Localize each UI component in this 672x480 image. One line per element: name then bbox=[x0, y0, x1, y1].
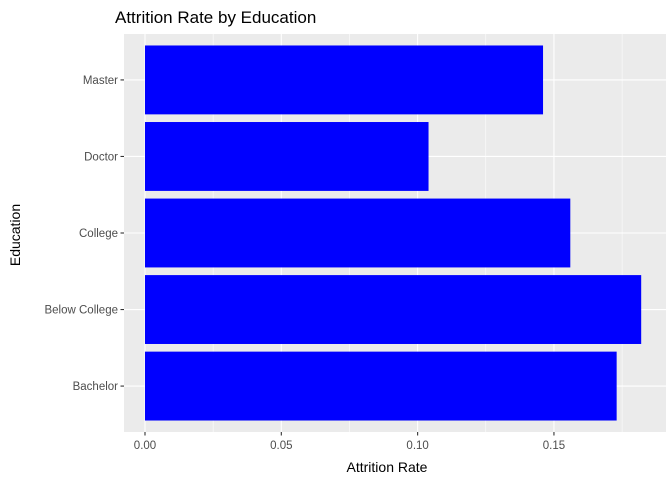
bar-below-college bbox=[144, 275, 642, 344]
x-axis-title: Attrition Rate bbox=[347, 459, 428, 475]
bar-college bbox=[144, 198, 571, 268]
x-tick-label: 0.15 bbox=[543, 440, 565, 452]
x-tick-label: 0.00 bbox=[134, 440, 156, 452]
y-tick-label: Below College bbox=[44, 305, 118, 317]
chart-title: Attrition Rate by Education bbox=[115, 8, 316, 27]
y-axis-title: Education bbox=[7, 204, 23, 266]
bar-bachelor bbox=[144, 351, 617, 421]
y-tick-label: Bachelor bbox=[73, 381, 119, 393]
bar-master bbox=[144, 45, 544, 115]
y-tick-label: Doctor bbox=[84, 151, 118, 163]
axes: Bachelor Below College College Doctor Master… bbox=[44, 75, 565, 452]
y-tick-label: College bbox=[79, 228, 118, 240]
x-tick-label: 0.05 bbox=[270, 440, 292, 452]
bars bbox=[144, 45, 642, 421]
bar-doctor bbox=[144, 122, 429, 191]
x-tick-label: 0.10 bbox=[406, 440, 428, 452]
y-tick-label: Master bbox=[83, 75, 118, 87]
